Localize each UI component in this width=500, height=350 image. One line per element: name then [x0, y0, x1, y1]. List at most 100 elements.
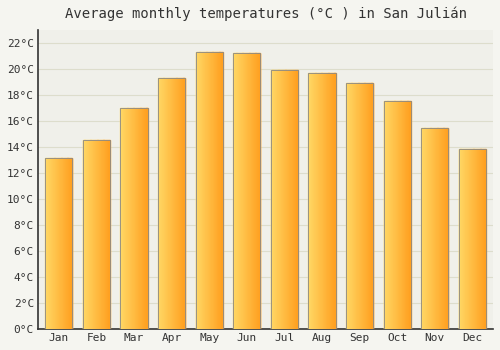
- Bar: [439, 128, 440, 329]
- Bar: [107, 140, 108, 329]
- Bar: [476, 149, 478, 329]
- Bar: [63, 159, 64, 329]
- Bar: [435, 128, 436, 329]
- Bar: [483, 149, 484, 329]
- Bar: [179, 78, 180, 329]
- Bar: [484, 149, 485, 329]
- Bar: [348, 83, 349, 329]
- Bar: [396, 101, 398, 329]
- Bar: [327, 72, 328, 329]
- Bar: [387, 101, 388, 329]
- Bar: [198, 52, 199, 329]
- Bar: [120, 108, 148, 329]
- Bar: [200, 52, 201, 329]
- Bar: [389, 101, 390, 329]
- Bar: [130, 108, 131, 329]
- Bar: [178, 78, 179, 329]
- Bar: [433, 128, 434, 329]
- Bar: [220, 52, 221, 329]
- Bar: [104, 140, 105, 329]
- Bar: [106, 140, 108, 329]
- Bar: [324, 72, 326, 329]
- Bar: [313, 72, 314, 329]
- Bar: [392, 101, 393, 329]
- Bar: [174, 78, 175, 329]
- Bar: [235, 53, 236, 329]
- Bar: [234, 53, 235, 329]
- Bar: [333, 72, 334, 329]
- Bar: [326, 72, 327, 329]
- Bar: [58, 159, 59, 329]
- Bar: [277, 70, 278, 329]
- Bar: [143, 108, 144, 329]
- Bar: [106, 140, 107, 329]
- Bar: [443, 128, 444, 329]
- Bar: [274, 70, 276, 329]
- Bar: [257, 53, 258, 329]
- Bar: [162, 78, 163, 329]
- Bar: [83, 140, 84, 329]
- Bar: [70, 159, 71, 329]
- Bar: [252, 53, 254, 329]
- Bar: [408, 101, 409, 329]
- Bar: [367, 83, 368, 329]
- Bar: [244, 53, 245, 329]
- Bar: [212, 52, 213, 329]
- Bar: [472, 149, 473, 329]
- Bar: [282, 70, 283, 329]
- Bar: [296, 70, 297, 329]
- Bar: [287, 70, 288, 329]
- Bar: [258, 53, 259, 329]
- Bar: [480, 149, 481, 329]
- Bar: [254, 53, 255, 329]
- Bar: [329, 72, 330, 329]
- Bar: [442, 128, 443, 329]
- Bar: [423, 128, 424, 329]
- Bar: [205, 52, 206, 329]
- Bar: [109, 140, 110, 329]
- Bar: [215, 52, 216, 329]
- Bar: [86, 140, 88, 329]
- Bar: [133, 108, 134, 329]
- Bar: [364, 83, 365, 329]
- Bar: [284, 70, 285, 329]
- Bar: [465, 149, 466, 329]
- Bar: [61, 159, 62, 329]
- Bar: [330, 72, 332, 329]
- Bar: [346, 83, 373, 329]
- Bar: [323, 72, 324, 329]
- Bar: [391, 101, 392, 329]
- Bar: [400, 101, 401, 329]
- Bar: [398, 101, 399, 329]
- Bar: [440, 128, 441, 329]
- Bar: [395, 101, 396, 329]
- Bar: [218, 52, 219, 329]
- Bar: [349, 83, 350, 329]
- Bar: [233, 53, 260, 329]
- Bar: [464, 149, 465, 329]
- Bar: [46, 159, 47, 329]
- Bar: [360, 83, 362, 329]
- Bar: [355, 83, 356, 329]
- Bar: [351, 83, 352, 329]
- Bar: [440, 128, 442, 329]
- Bar: [122, 108, 123, 329]
- Bar: [199, 52, 200, 329]
- Bar: [221, 52, 222, 329]
- Bar: [55, 159, 56, 329]
- Bar: [56, 159, 57, 329]
- Bar: [68, 159, 69, 329]
- Bar: [426, 128, 428, 329]
- Bar: [49, 159, 50, 329]
- Bar: [401, 101, 402, 329]
- Bar: [165, 78, 166, 329]
- Bar: [158, 78, 185, 329]
- Bar: [317, 72, 318, 329]
- Bar: [354, 83, 356, 329]
- Bar: [371, 83, 372, 329]
- Bar: [182, 78, 183, 329]
- Bar: [202, 52, 203, 329]
- Bar: [161, 78, 162, 329]
- Bar: [425, 128, 426, 329]
- Bar: [183, 78, 184, 329]
